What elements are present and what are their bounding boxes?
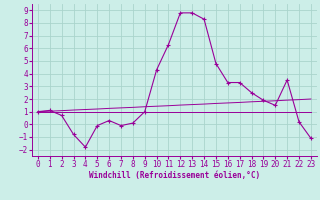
X-axis label: Windchill (Refroidissement éolien,°C): Windchill (Refroidissement éolien,°C): [89, 171, 260, 180]
